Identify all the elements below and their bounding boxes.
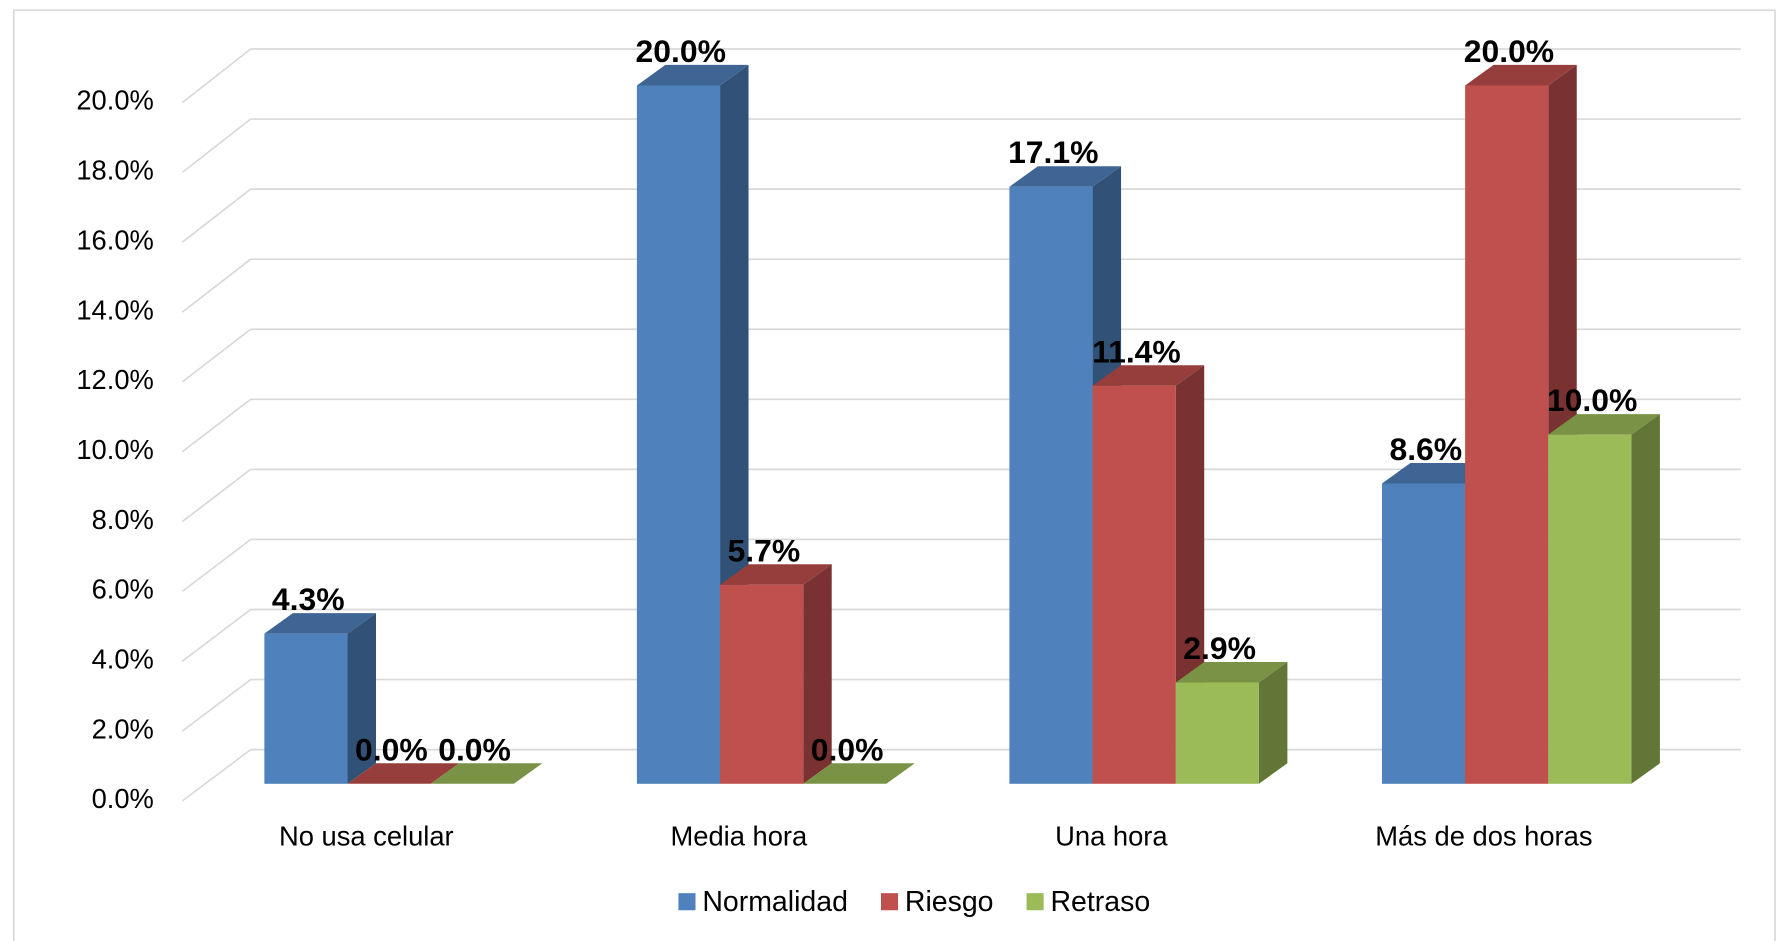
bar-top <box>1092 365 1205 386</box>
grid-line-side <box>181 258 252 313</box>
bar <box>1092 385 1176 784</box>
value-label: 5.7% <box>728 532 801 568</box>
bar-side <box>347 613 377 784</box>
bars <box>264 64 1660 784</box>
grid-line-side <box>181 748 252 802</box>
x-tick-label: Más de dos horas <box>1375 821 1592 852</box>
bar <box>636 85 721 784</box>
grid-line-side <box>181 678 252 732</box>
value-label: 17.1% <box>1008 134 1098 170</box>
legend-swatch <box>880 893 899 911</box>
legend-swatch <box>1026 893 1044 911</box>
grid-line-side <box>181 538 252 593</box>
x-tick-label: Una hora <box>1055 821 1168 852</box>
x-tick-label: Media hora <box>670 821 808 852</box>
bar <box>1548 434 1632 784</box>
y-tick-label: 12.0% <box>76 364 154 395</box>
bar <box>1175 682 1259 784</box>
y-tick-label: 10.0% <box>76 434 154 465</box>
bar-top <box>1009 166 1122 187</box>
bar <box>1465 85 1549 784</box>
value-label: 20.0% <box>1464 33 1554 69</box>
y-tick-label: 14.0% <box>76 294 154 325</box>
grid-line-side <box>181 398 252 453</box>
value-label: 4.3% <box>272 581 345 617</box>
value-label: 0.0% <box>355 731 428 767</box>
value-label: 20.0% <box>636 33 726 69</box>
bar <box>803 763 915 784</box>
y-tick-label: 0.0% <box>92 783 154 814</box>
legend-label: Normalidad <box>702 886 848 918</box>
bar <box>720 584 804 784</box>
legend-label: Retraso <box>1050 886 1150 918</box>
value-label: 2.9% <box>1183 630 1256 666</box>
y-tick-label: 4.0% <box>92 643 154 674</box>
value-label: 11.4% <box>1092 333 1181 369</box>
labels: 0.0% 2.0% 4.0% 6.0% 8.0% 10.0% 12.0% 14.0% 16.0%… <box>76 33 1637 918</box>
bar-top <box>264 613 377 634</box>
grid-line-side <box>181 118 252 174</box>
bar <box>264 633 348 784</box>
bar <box>1381 483 1466 784</box>
legend-label: Riesgo <box>905 886 994 918</box>
bar-side <box>1258 662 1288 784</box>
bar-side <box>803 564 832 784</box>
bar-top <box>1548 414 1660 435</box>
value-label: 0.0% <box>438 731 511 767</box>
y-tick-label: 16.0% <box>76 224 154 255</box>
legend-swatch <box>678 893 696 911</box>
y-tick-label: 20.0% <box>76 85 154 116</box>
grid-line-side <box>181 328 252 383</box>
bar <box>347 763 460 784</box>
grid-line-side <box>181 48 252 104</box>
y-tick-label: 6.0% <box>92 574 154 605</box>
value-label: 0.0% <box>811 731 884 767</box>
value-label: 8.6% <box>1389 431 1462 467</box>
bar <box>1009 186 1093 784</box>
x-tick-label: No usa celular <box>279 821 454 852</box>
y-tick-label: 18.0% <box>76 155 154 186</box>
bar-side <box>1631 414 1660 784</box>
y-tick-label: 8.0% <box>92 504 154 535</box>
grid-line-side <box>181 188 252 243</box>
value-label: 10.0% <box>1547 382 1637 418</box>
bar <box>430 763 543 784</box>
bar-top <box>1465 64 1577 86</box>
bar-top <box>720 564 832 585</box>
grid-line-side <box>181 608 252 662</box>
grid-line-side <box>181 468 252 523</box>
y-tick-label: 2.0% <box>92 713 154 744</box>
bar-top <box>1175 662 1288 683</box>
bar-top <box>636 64 749 86</box>
